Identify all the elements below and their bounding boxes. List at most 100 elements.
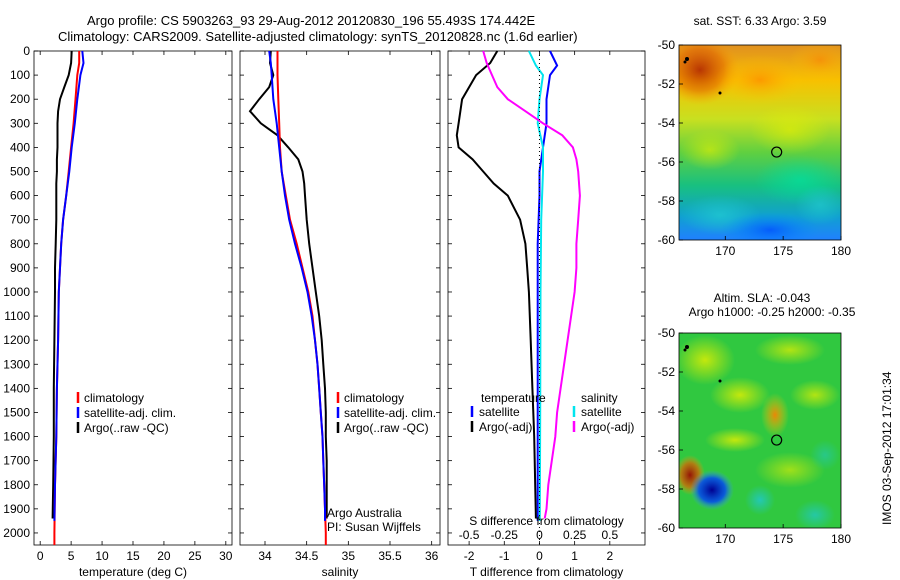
x-tick-label: 175 (773, 532, 793, 546)
sla-map (679, 333, 841, 528)
y-tick-label: -52 (658, 77, 676, 91)
map-axes-1: 170 175 180 -50 -52 -54 -56 -58 -60 sat. SST: 6.3… (658, 14, 852, 258)
series-line (536, 50, 559, 521)
argo-location-marker (771, 434, 783, 446)
legend-label: satellite-adj. clim. (84, 406, 176, 420)
profile-panel-1: 0 5 10 15 20 25 300100200300400500600700800900… (3, 44, 233, 579)
y-tick-label: 1800 (3, 478, 30, 492)
sla-blob (690, 470, 734, 510)
figure-title-line2: Climatology: CARS2009. Satellite-adjuste… (58, 29, 578, 44)
float-position-dot (683, 348, 687, 352)
y-tick-label: 1700 (3, 454, 30, 468)
x-tick-label: 10 (95, 549, 109, 563)
y-tick-label: -60 (658, 521, 676, 535)
y-tick-label: -58 (658, 194, 676, 208)
sst-map (679, 45, 841, 240)
x-tick-label: 2 (606, 549, 613, 563)
x-tick-label: 15 (126, 549, 140, 563)
y-tick-label: 800 (10, 237, 30, 251)
x-tick-label: 1 (571, 549, 578, 563)
y-tick-label: -56 (658, 443, 676, 457)
x-tick-label: 20 (157, 549, 171, 563)
s-axis-label: S difference from climatology (469, 514, 624, 528)
map-title: sat. SST: 6.33 Argo: 3.59 (694, 14, 827, 28)
y-tick-label: 0 (23, 44, 30, 58)
series-line (53, 50, 85, 521)
plot-frame (239, 50, 441, 546)
legend-label: Argo(-adj) (479, 420, 532, 434)
y-tick-label: -50 (658, 38, 676, 52)
y-tick-label: 1100 (4, 309, 30, 323)
y-tick-label: 1000 (3, 285, 30, 299)
y-tick-label: -56 (658, 155, 676, 169)
argo-location-marker (771, 146, 783, 158)
y-tick-label: 300 (10, 116, 30, 130)
series-line (482, 50, 581, 519)
float-position-dot (683, 60, 687, 64)
legend-label: satellite (581, 405, 622, 419)
series-line (455, 50, 537, 519)
y-tick-label: 600 (10, 189, 30, 203)
sla-blob (755, 452, 825, 488)
annotation-text: PI: Susan Wijffels (327, 520, 421, 534)
sla-blob (710, 377, 770, 413)
x-tick-label: 34.5 (295, 549, 319, 563)
y-tick-label: 200 (10, 92, 30, 106)
sst-map-frame (678, 44, 842, 241)
series-line (268, 50, 326, 521)
y-tick-label: 900 (10, 261, 30, 275)
imos-timestamp: IMOS 03-Sep-2012 17:01:34 (880, 371, 894, 525)
x-axis-label: salinity (322, 565, 359, 579)
legend-label: satellite-adj. clim. (344, 406, 436, 420)
x-tick-label: 180 (831, 244, 851, 258)
x-tick-label: 0 (536, 549, 543, 563)
x-tick-label: 35 (342, 549, 356, 563)
sst-warm-blob (715, 55, 805, 105)
s-tick-label: 0 (536, 528, 543, 542)
y-tick-label: 1400 (3, 381, 30, 395)
x-tick-label: 170 (715, 532, 735, 546)
plot-frame (447, 50, 646, 546)
sla-blob (705, 428, 765, 452)
legend: temperaturesatelliteArgo(-adj)salinitysa… (470, 391, 634, 434)
legend-label: Argo(..raw -QC) (84, 421, 169, 435)
legend-label: satellite (479, 405, 520, 419)
sst-mid-blob (750, 105, 830, 155)
x-tick-label: 175 (773, 244, 793, 258)
x-tick-label: 170 (715, 244, 735, 258)
map-axes-2: 170 175 180 -50 -52 -54 -56 -58 -60 Altim. SLA: -… (658, 291, 856, 546)
sla-blob (795, 500, 835, 528)
sla-blob (761, 393, 789, 437)
sla-map-frame (678, 332, 842, 529)
sla-blob (755, 335, 825, 365)
s-tick-label: -0.25 (491, 528, 519, 542)
x-axis-label: T difference from climatology (470, 565, 624, 579)
x-tick-label: 30 (219, 549, 233, 563)
figure-title-line1: Argo profile: CS 5903263_93 29-Aug-2012 … (87, 13, 536, 28)
y-tick-label: 1300 (3, 357, 30, 371)
series-line (527, 50, 545, 521)
profile-panel-2: 34 34.5 35 35.5 36 salinity climatologysatelli… (239, 50, 441, 579)
plot-frame (33, 50, 233, 546)
float-position-dot (718, 379, 722, 383)
sst-cool-blob (720, 212, 820, 240)
float-position-dot (718, 91, 722, 95)
legend-label: salinity (581, 391, 618, 405)
y-tick-label: 1200 (3, 333, 30, 347)
sla-blob (810, 440, 840, 470)
legend-label: Argo(..raw -QC) (344, 421, 429, 435)
x-tick-label: 5 (68, 549, 75, 563)
x-tick-label: -1 (499, 549, 510, 563)
x-tick-label: 36 (425, 549, 439, 563)
y-tick-label: 1600 (3, 430, 30, 444)
y-tick-label: 1900 (3, 502, 30, 516)
x-tick-label: 0 (37, 549, 44, 563)
x-axis-label: temperature (deg C) (79, 565, 187, 579)
x-tick-label: 180 (831, 532, 851, 546)
sst-cool-blob (795, 185, 841, 225)
y-tick-label: -60 (658, 233, 676, 247)
